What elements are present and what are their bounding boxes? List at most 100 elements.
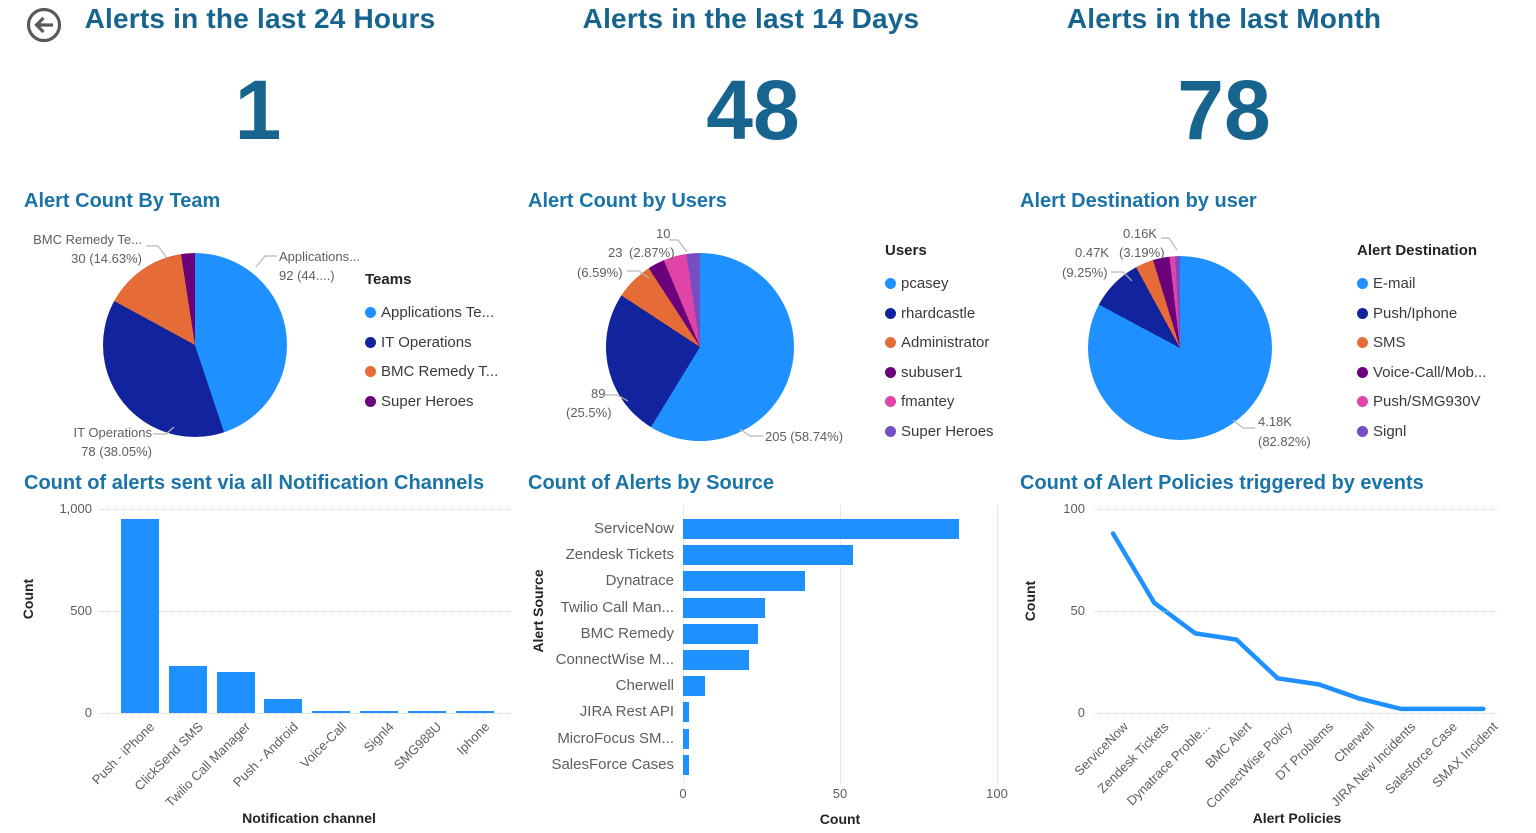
callout-push-iphone-value: 0.47K <box>1075 245 1109 260</box>
legend-item-applications-te-[interactable]: Applications Te... <box>365 298 498 328</box>
bar-clicksend-sms[interactable] <box>168 666 207 713</box>
legend-item-label: Signl <box>1373 422 1407 440</box>
y-tick-label: 0 <box>84 705 92 720</box>
gridline <box>683 505 684 783</box>
gridline <box>1095 713 1498 714</box>
gridline <box>100 713 512 714</box>
bar-smg988u[interactable] <box>407 710 446 713</box>
gridline <box>1095 509 1498 510</box>
legend-item-super-heroes[interactable]: Super Heroes <box>365 387 498 417</box>
y-tick-label: 100 <box>1063 501 1085 516</box>
back-button[interactable] <box>26 7 62 43</box>
y-tick-label: 1,000 <box>59 501 92 516</box>
legend-item-push-iphone[interactable]: Push/Iphone <box>1357 299 1486 329</box>
x-category-label: Iphone <box>453 719 493 758</box>
bar-chart-x-axis-title: Notification channel <box>242 810 376 826</box>
hbar-category-label: MicroFocus SM... <box>557 729 674 747</box>
hbar-category-label: ServiceNow <box>593 520 674 537</box>
bar-twilio-call-manager[interactable] <box>216 672 255 713</box>
legend-item-super-heroes[interactable]: Super Heroes <box>885 417 994 447</box>
legend-item-label: pcasey <box>901 275 949 293</box>
legend-item-label: Administrator <box>901 334 990 352</box>
kpi-value-month: 78 <box>1177 63 1271 157</box>
legend-item-voice-call-mob-[interactable]: Voice-Call/Mob... <box>1357 358 1486 388</box>
bar-voice-call[interactable] <box>312 710 351 713</box>
bar-cherwell[interactable] <box>683 676 705 697</box>
bar-salesforce-cases[interactable] <box>683 754 690 775</box>
gridline <box>1095 611 1498 612</box>
legend-item-rhardcastle[interactable]: rhardcastle <box>885 299 994 329</box>
legend-item-label: Push/Iphone <box>1373 304 1458 322</box>
x-category-label: Signl4 <box>360 719 397 756</box>
legend-item-push-smg930v[interactable]: Push/SMG930V <box>1357 387 1486 417</box>
kpi-title-14-days: Alerts in the last 14 Days <box>582 3 920 34</box>
callout-push-iphone-pct: (9.25%) <box>1062 265 1108 280</box>
legend-title: Alert Destination <box>1357 242 1478 259</box>
legend-item-bmc-remedy-t-[interactable]: BMC Remedy T... <box>365 357 498 387</box>
callout-applications-value: 92 (44....) <box>279 268 335 283</box>
back-arrow-icon <box>26 7 62 43</box>
legend-color-dot <box>885 278 896 290</box>
bar-chart-y-axis-title: Count <box>20 578 36 620</box>
line-series[interactable] <box>1110 531 1486 712</box>
callout-it-operations-value: 78 (38.05%) <box>81 444 152 459</box>
legend-item-label: Voice-Call/Mob... <box>1373 363 1487 381</box>
bar-push-iphone[interactable] <box>121 519 159 713</box>
hbar-category-label: JIRA Rest API <box>579 703 674 721</box>
legend-item-signl[interactable]: Signl <box>1357 417 1486 447</box>
bar-push-android[interactable] <box>264 698 303 713</box>
callout-administrator-pct: (6.59%) <box>577 265 623 280</box>
bar-iphone[interactable] <box>455 710 494 713</box>
bar-zendesk-tickets[interactable] <box>683 545 853 566</box>
kpi-title-month: Alerts in the last Month <box>1066 3 1382 34</box>
legend-item-pcasey[interactable]: pcasey <box>885 269 994 299</box>
legend-color-dot <box>1357 278 1368 290</box>
hbar-category-label: Twilio Call Man... <box>560 598 674 616</box>
legend-alert-destination: Alert Destination E-mail Push/Iphone SMS Voi… <box>1357 241 1486 446</box>
callout-pcasey-value: 205 (58.74%) <box>765 429 844 444</box>
bar-signl4[interactable] <box>360 710 398 713</box>
bar-channels-title: Count of alerts sent via all Notificatio… <box>24 472 485 494</box>
legend-color-dot <box>365 336 376 348</box>
bar-twilio-call-man-[interactable] <box>683 597 765 618</box>
kpi-value-24-hours: 1 <box>234 63 282 157</box>
callout-sms-pct: (3.19%) <box>1119 245 1165 260</box>
legend-item-label: BMC Remedy T... <box>381 363 499 381</box>
callout-rhardcastle-pct: (25.5%) <box>566 405 612 420</box>
pie-chart-alert-destination-by-user[interactable] <box>1088 256 1272 440</box>
pie-users-title: Alert Count by Users <box>528 190 727 212</box>
gridline <box>100 611 512 612</box>
bar-jira-rest-api[interactable] <box>683 702 690 723</box>
legend-item-e-mail[interactable]: E-mail <box>1357 269 1486 299</box>
legend-item-administrator[interactable]: Administrator <box>885 328 994 358</box>
x-tick-label: 0 <box>679 786 687 801</box>
callout-email-value: 4.18K <box>1258 414 1292 429</box>
legend-item-it-operations[interactable]: IT Operations <box>365 328 498 358</box>
legend-item-label: fmantey <box>901 393 955 411</box>
legend-color-dot <box>885 337 896 349</box>
legend-teams: Teams Applications Te... IT Operations BMC … <box>365 270 498 416</box>
bar-dynatrace[interactable] <box>683 571 806 592</box>
legend-color-dot <box>1357 366 1368 378</box>
pie-chart-alert-count-by-users[interactable] <box>606 253 794 441</box>
legend-item-fmantey[interactable]: fmantey <box>885 387 994 417</box>
line-chart-x-axis-title: Alert Policies <box>1252 810 1342 826</box>
legend-item-label: Applications Te... <box>381 304 495 322</box>
bar-microfocus-sm-[interactable] <box>683 728 690 749</box>
bar-bmc-remedy[interactable] <box>683 623 759 644</box>
hbar-category-label: SalesForce Cases <box>551 755 674 773</box>
bar-servicenow[interactable] <box>683 519 960 539</box>
legend-color-dot <box>1357 307 1368 319</box>
bar-connectwise-m-[interactable] <box>683 650 749 670</box>
pie-team-title: Alert Count By Team <box>24 190 221 212</box>
gridline <box>840 505 841 783</box>
legend-color-dot <box>1357 337 1368 349</box>
pie-chart-alert-count-by-team[interactable] <box>103 253 287 437</box>
legend-item-subuser1[interactable]: subuser1 <box>885 358 994 388</box>
legend-color-dot <box>1357 425 1368 437</box>
legend-item-label: Push/SMG930V <box>1373 393 1481 411</box>
legend-item-label: Super Heroes <box>901 422 994 440</box>
legend-item-sms[interactable]: SMS <box>1357 328 1486 358</box>
kpi-value-14-days: 48 <box>706 63 800 157</box>
y-tick-label: 500 <box>70 603 92 618</box>
